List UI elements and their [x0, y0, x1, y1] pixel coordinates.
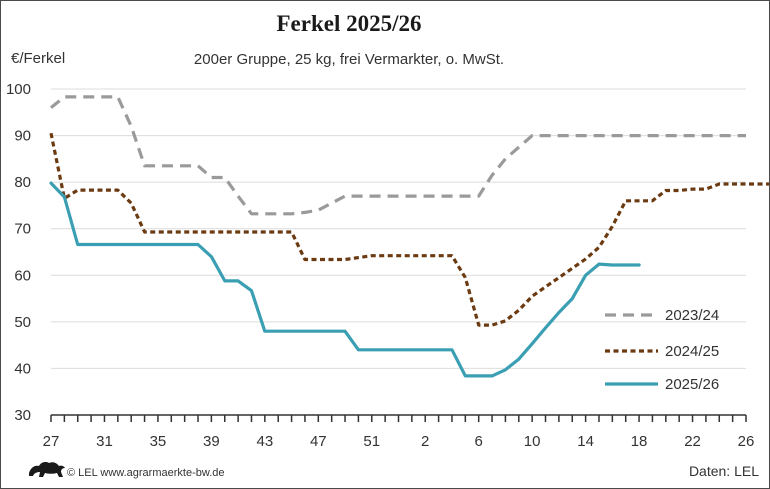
- x-tick-label: 35: [150, 433, 167, 450]
- lion-logo-icon: [29, 462, 65, 477]
- y-tick-label: 90: [14, 128, 31, 145]
- legend-label: 2025/26: [665, 376, 719, 393]
- x-tick-label: 10: [524, 433, 541, 450]
- x-tick-label: 27: [43, 433, 60, 450]
- series-line-2023-24: [50, 95, 746, 216]
- y-tick-label: 100: [6, 81, 31, 98]
- x-tick-label: 18: [631, 433, 648, 450]
- y-tick-label: 40: [14, 360, 31, 377]
- legend-label: 2024/25: [665, 343, 719, 360]
- data-source: Daten: LEL: [689, 463, 759, 479]
- x-tick-label: 39: [203, 433, 220, 450]
- series-line-2024-25: [49, 132, 769, 327]
- x-tick-label: 14: [577, 433, 594, 450]
- x-tick-label: 51: [363, 433, 380, 450]
- gridlines: [51, 88, 746, 369]
- x-tick-label: 43: [257, 433, 274, 450]
- legend-label: 2023/24: [665, 307, 719, 324]
- footer-credit: © LEL www.agrarmaerkte-bw.de: [67, 467, 225, 479]
- legend: 2023/24 2024/25 2025/26: [605, 307, 719, 393]
- chart-title: Ferkel 2025/26: [277, 11, 422, 36]
- x-tick-label: 47: [310, 433, 327, 450]
- series-lines: [49, 95, 769, 378]
- y-tick-label: 30: [14, 407, 31, 424]
- x-tick-label: 6: [475, 433, 483, 450]
- y-tick-label: 50: [14, 314, 31, 331]
- y-tick-label: 70: [14, 221, 31, 238]
- y-axis-tick-labels: 30 40 50 60 70 80 90 100: [6, 81, 31, 424]
- x-tick-label: 22: [684, 433, 701, 450]
- y-tick-label: 80: [14, 174, 31, 191]
- x-tick-label: 26: [738, 433, 755, 450]
- chart-subtitle: 200er Gruppe, 25 kg, frei Vermarkter, o.…: [194, 51, 504, 68]
- x-tick-label: 31: [96, 433, 113, 450]
- x-axis: 27 31 35 39 43 47 51 2 6 10 14 18 22 26: [43, 414, 755, 450]
- series-line-2025-26: [49, 181, 641, 378]
- x-tick-label: 2: [421, 433, 429, 450]
- y-tick-label: 60: [14, 267, 31, 284]
- y-axis-unit-label: €/Ferkel: [11, 50, 65, 67]
